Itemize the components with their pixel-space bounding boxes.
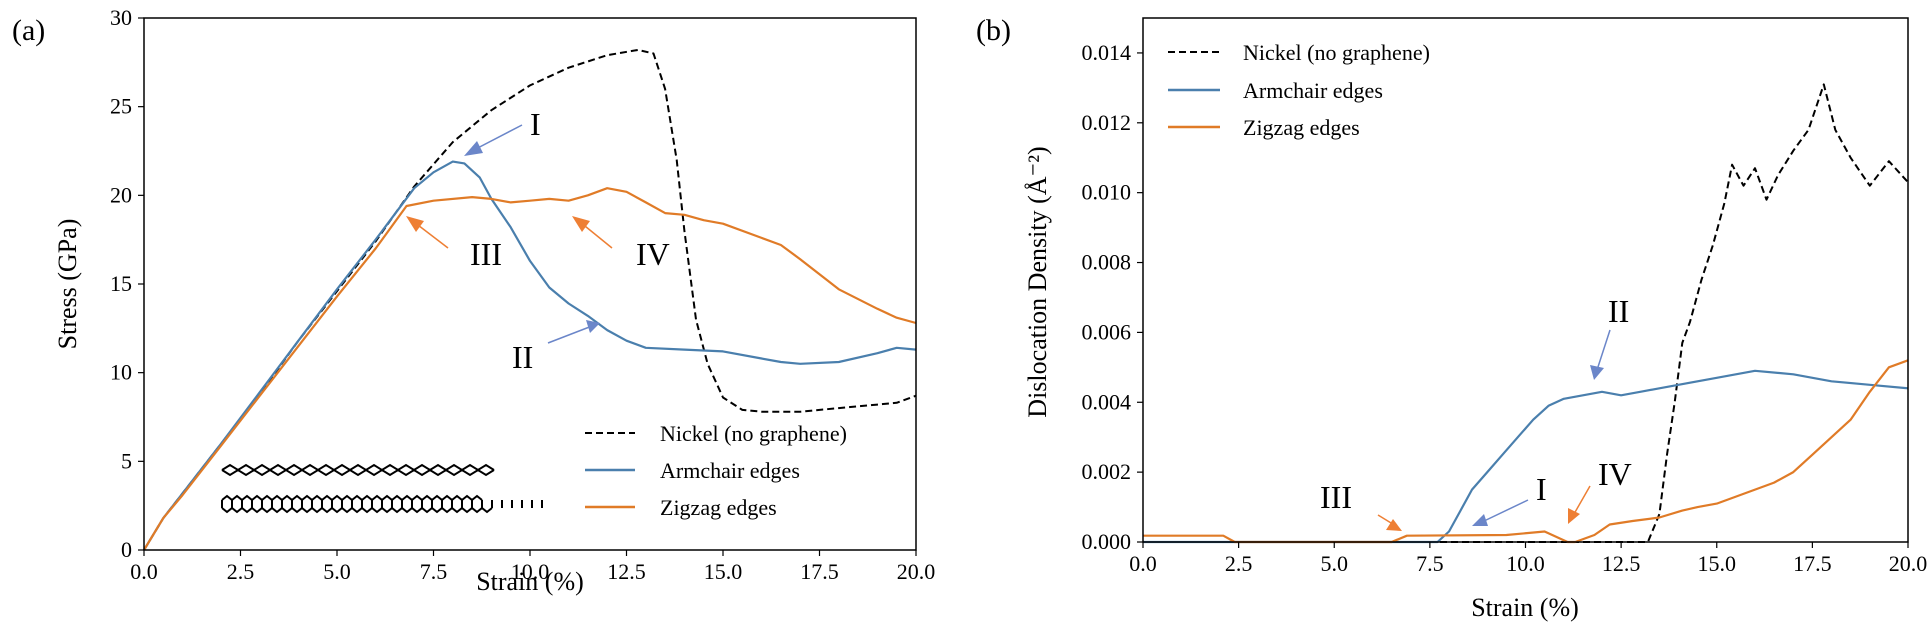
y-tick-label-a-0: 0 — [121, 537, 132, 562]
x-tick-label-b-8: 20.0 — [1889, 551, 1928, 576]
arrow-a-II-head — [586, 320, 600, 333]
panel-label-a: (a) — [12, 14, 45, 47]
chart-a-x-label: Strain (%) — [476, 567, 584, 596]
arrow-b-I — [1481, 499, 1529, 523]
chart-b-x-ticks: 0.0 2.5 5.0 7.5 10.0 12.5 15.0 17.5 20.0 — [1129, 542, 1927, 576]
arrow-b-I-head — [1472, 514, 1488, 526]
x-tick-label-b-7: 17.5 — [1793, 551, 1832, 576]
chart-b-y-label: Dislocation Density (Å⁻²) — [1023, 146, 1052, 417]
x-tick-label-b-0: 0.0 — [1129, 551, 1157, 576]
chart-a-series — [143, 48, 917, 551]
y-tick-label-b-2: 0.004 — [1082, 389, 1132, 414]
y-tick-label-a-2: 10 — [110, 360, 132, 385]
legend-a-armchair: Armchair edges — [660, 458, 800, 483]
annotation-a-IV: IV — [636, 236, 670, 272]
graphene-zigzag-lattice-icon — [221, 494, 543, 514]
annotation-a-II: II — [512, 339, 533, 375]
chart-a-frame — [143, 17, 917, 551]
series-b-0-line — [1143, 83, 1909, 543]
chart-b-x-label: Strain (%) — [1471, 593, 1579, 622]
y-tick-label-a-3: 15 — [110, 271, 132, 296]
x-tick-label-a-6: 15.0 — [704, 559, 743, 584]
legend-b-nickel: Nickel (no graphene) — [1243, 40, 1430, 65]
x-tick-label-a-3: 7.5 — [420, 559, 448, 584]
arrow-b-III-head — [1386, 519, 1402, 531]
series-b-2-line — [1143, 359, 1909, 544]
y-tick-label-a-5: 25 — [110, 94, 132, 119]
annotation-b-I: I — [1536, 471, 1547, 507]
series-a-2-line — [143, 187, 917, 551]
x-tick-label-b-5: 12.5 — [1602, 551, 1641, 576]
arrow-a-IV-head — [572, 216, 590, 232]
x-tick-label-a-1: 2.5 — [227, 559, 255, 584]
annotation-b-II: II — [1608, 293, 1629, 329]
annotation-a-I: I — [530, 106, 541, 142]
graphene-armchair-lattice-icon — [221, 463, 495, 477]
x-tick-label-b-6: 15.0 — [1698, 551, 1737, 576]
arrow-b-II-head — [1590, 365, 1604, 380]
y-tick-label-b-3: 0.006 — [1082, 319, 1132, 344]
panel-label-b: (b) — [976, 14, 1011, 47]
chart-a-legend: Nickel (no graphene) Armchair edges Zigz… — [585, 421, 847, 520]
chart-a: (a) 0.0 2.5 5.0 7.5 10.0 12.5 15.0 17.5 20.0 0 5 1… — [12, 5, 935, 596]
series-b-1-line — [1143, 369, 1909, 544]
legend-a-zigzag: Zigzag edges — [660, 495, 777, 520]
y-tick-label-b-1: 0.002 — [1082, 459, 1132, 484]
y-tick-label-b-4: 0.008 — [1082, 250, 1132, 275]
legend-a-nickel: Nickel (no graphene) — [660, 421, 847, 446]
legend-b-zigzag: Zigzag edges — [1243, 115, 1360, 140]
chart-b-legend: Nickel (no graphene) Armchair edges Zigz… — [1168, 40, 1430, 140]
x-tick-label-b-4: 10.0 — [1506, 551, 1545, 576]
y-tick-label-b-5: 0.010 — [1082, 180, 1132, 205]
arrow-b-IV-head — [1568, 508, 1580, 524]
arrow-b-IV — [1573, 485, 1591, 515]
arrow-a-I-head — [464, 141, 483, 156]
annotation-b-IV: IV — [1598, 456, 1632, 492]
y-tick-label-a-4: 20 — [110, 182, 132, 207]
chart-a-y-label: Stress (GPa) — [53, 219, 82, 350]
x-tick-label-b-3: 7.5 — [1416, 551, 1444, 576]
chart-a-y-ticks: 0 5 10 15 20 25 30 — [110, 5, 144, 562]
y-tick-label-b-0: 0.000 — [1082, 529, 1132, 554]
arrow-a-II — [547, 325, 593, 344]
arrow-b-II — [1596, 329, 1611, 371]
chart-a-x-ticks: 0.0 2.5 5.0 7.5 10.0 12.5 15.0 17.5 20.0 — [130, 550, 935, 584]
chart-b-y-ticks: 0.000 0.002 0.004 0.006 0.008 0.010 0.012 0.014 — [1082, 40, 1143, 554]
x-tick-label-a-7: 17.5 — [800, 559, 839, 584]
legend-b-armchair: Armchair edges — [1243, 78, 1383, 103]
y-tick-label-b-6: 0.012 — [1082, 110, 1132, 135]
y-tick-label-b-7: 0.014 — [1082, 40, 1132, 65]
series-a-0-line — [143, 48, 917, 551]
y-tick-label-a-1: 5 — [121, 448, 132, 473]
x-tick-label-a-8: 20.0 — [897, 559, 936, 584]
x-tick-label-a-0: 0.0 — [130, 559, 158, 584]
y-tick-label-a-6: 30 — [110, 5, 132, 30]
x-tick-label-a-4: 10.0 — [511, 559, 550, 584]
x-tick-label-b-2: 5.0 — [1321, 551, 1349, 576]
series-a-1-line — [143, 160, 917, 551]
x-tick-label-b-1: 2.5 — [1225, 551, 1253, 576]
x-tick-label-a-5: 12.5 — [607, 559, 646, 584]
arrow-a-III-head — [406, 216, 424, 232]
chart-b: (b) 0.0 2.5 5.0 7.5 10.0 12.5 15.0 17.5 20.0 0.0… — [976, 14, 1927, 622]
chart-b-series — [1143, 83, 1909, 544]
x-tick-label-a-2: 5.0 — [323, 559, 351, 584]
annotation-b-III: III — [1320, 479, 1352, 515]
annotation-a-III: III — [470, 236, 502, 272]
